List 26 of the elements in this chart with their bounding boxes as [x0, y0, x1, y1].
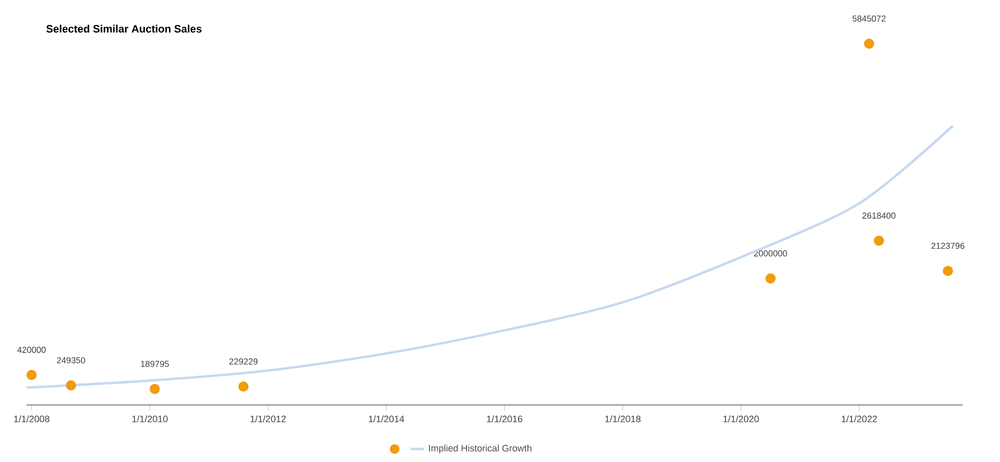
x-tick-label: 1/1/2022 [842, 415, 877, 422]
point [26, 370, 37, 380]
data-label: 249350 [56, 357, 86, 364]
x-tick-label: 1/1/2018 [605, 415, 641, 422]
point [864, 38, 874, 49]
x-tick-label: 1/1/2012 [250, 415, 286, 422]
x-tick-label: 1/1/2008 [14, 415, 50, 422]
data-label: 2618400 [862, 212, 896, 219]
point [150, 384, 160, 394]
data-label: 5845072 [852, 16, 886, 22]
x-tick-label: 1/1/2014 [368, 415, 404, 422]
data-label: 189795 [140, 360, 169, 367]
chart-title: Selected Similar Auction Sales [46, 24, 202, 33]
data-label: 2123796 [931, 242, 964, 249]
point [66, 380, 76, 390]
x-tick-label: 1/1/2016 [487, 415, 522, 422]
data-label: 229229 [229, 358, 258, 365]
point [942, 266, 953, 276]
data-label: 420000 [17, 346, 46, 353]
point [765, 273, 776, 284]
x-tick-label: 1/1/2010 [132, 415, 168, 422]
x-tick-label: 1/1/2020 [724, 415, 759, 422]
legend-label: Implied Historical Growth [429, 444, 532, 454]
data-label: 2000000 [754, 250, 788, 256]
point [874, 236, 884, 246]
point [238, 382, 248, 392]
